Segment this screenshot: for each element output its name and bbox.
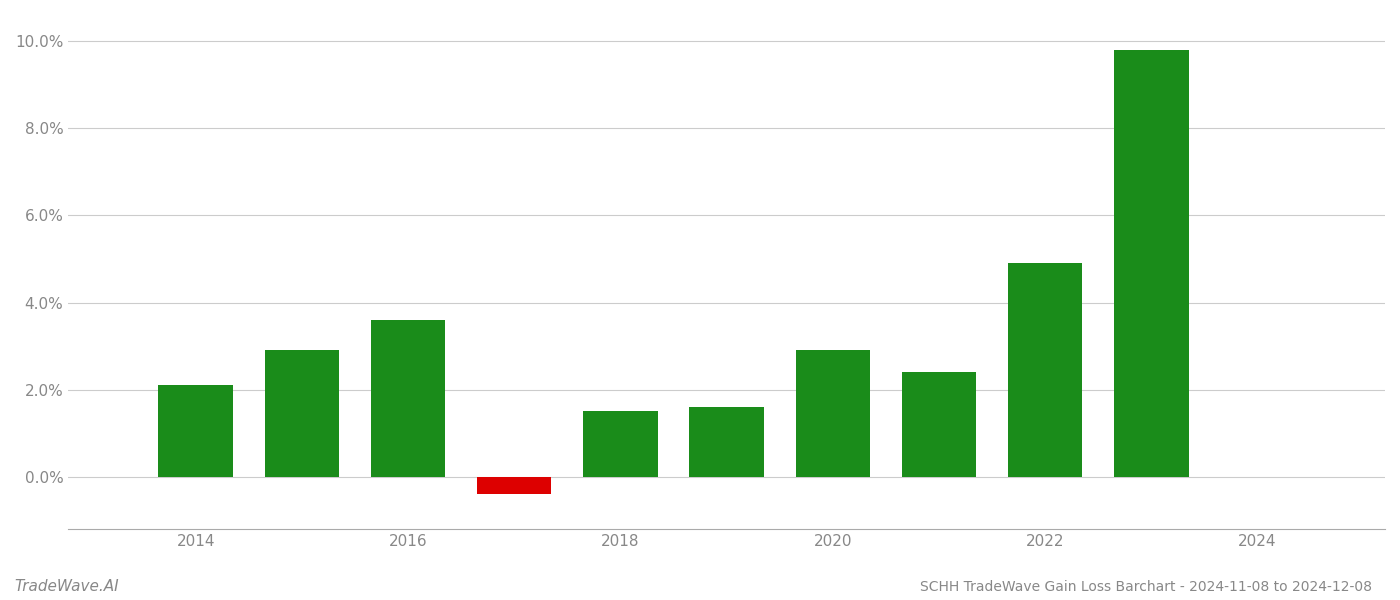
Bar: [1114, 50, 1189, 477]
Bar: [584, 412, 658, 477]
Bar: [1008, 263, 1082, 477]
Bar: [902, 372, 976, 477]
Bar: [371, 320, 445, 477]
Bar: [477, 477, 552, 494]
Bar: [158, 385, 232, 477]
Bar: [689, 407, 764, 477]
Bar: [795, 350, 869, 477]
Text: SCHH TradeWave Gain Loss Barchart - 2024-11-08 to 2024-12-08: SCHH TradeWave Gain Loss Barchart - 2024…: [920, 580, 1372, 594]
Text: TradeWave.AI: TradeWave.AI: [14, 579, 119, 594]
Bar: [265, 350, 339, 477]
